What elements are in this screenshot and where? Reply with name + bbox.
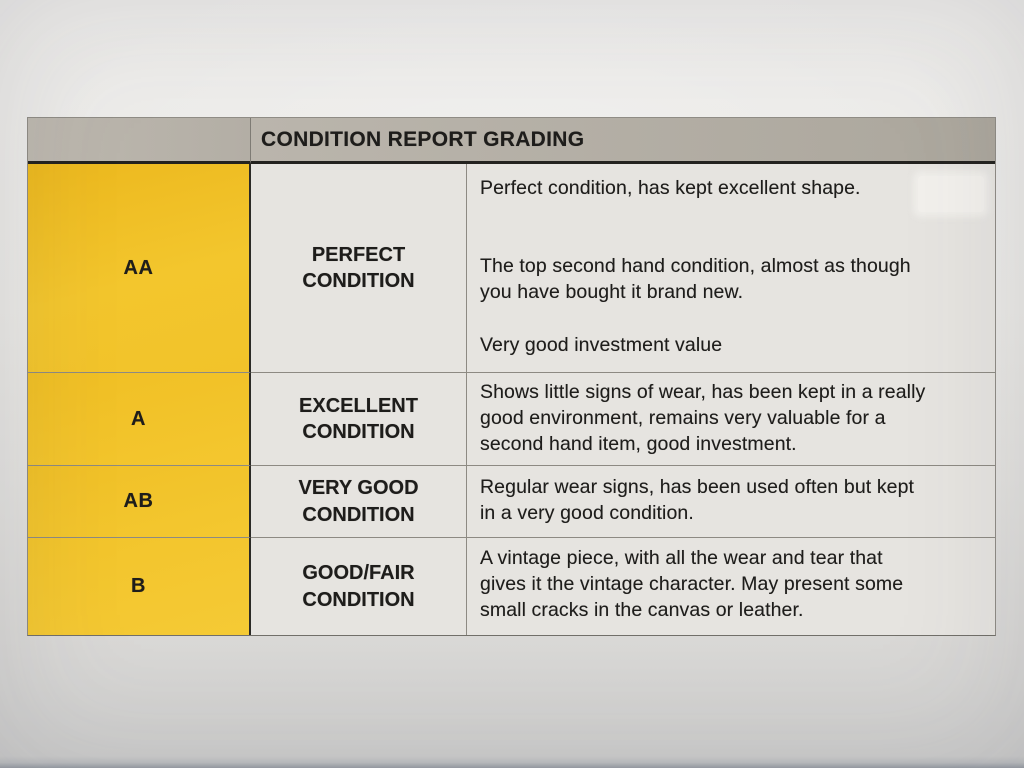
condition-label-aa: PERFECT CONDITION [251,164,467,372]
table-title: CONDITION REPORT GRADING [251,118,995,164]
photo-bottom-edge [0,756,1024,768]
header-corner-cell [28,118,251,164]
whiteout-patch [918,176,984,212]
grade-code: B [131,575,146,597]
description-paragraph: A vintage piece, with all the wear and t… [480,547,904,621]
grade-cell-a: A [28,372,251,465]
grade-code: A [131,407,146,430]
description-paragraph: Regular wear signs, has been used often … [480,476,915,524]
grade-cell-b: B [28,537,251,635]
description-paragraph: Perfect condition, has kept excellent sh… [480,177,861,199]
condition-description-b: A vintage piece, with all the wear and t… [467,537,995,635]
condition-grading-table: CONDITION REPORT GRADING AA PERFECT COND… [27,117,996,636]
grade-code: AB [123,490,154,512]
condition-label-ab: VERY GOOD CONDITION [251,465,467,537]
grade-code: AA [123,256,154,279]
condition-label-a: EXCELLENT CONDITION [251,372,467,465]
grade-cell-ab: AB [28,465,251,537]
grade-cell-aa: AA [28,164,251,372]
description-paragraph: The top second hand condition, almost as… [480,254,911,303]
table-title-text: CONDITION REPORT GRADING [261,127,585,151]
description-paragraph: Very good investment value [480,333,723,356]
condition-description-ab: Regular wear signs, has been used often … [467,465,995,537]
condition-label-b: GOOD/FAIR CONDITION [251,537,467,635]
condition-description-aa: Perfect condition, has kept excellent sh… [467,164,995,372]
condition-description-a: Shows little signs of wear, has been kep… [467,372,995,465]
description-paragraph: Shows little signs of wear, has been kep… [480,381,926,455]
